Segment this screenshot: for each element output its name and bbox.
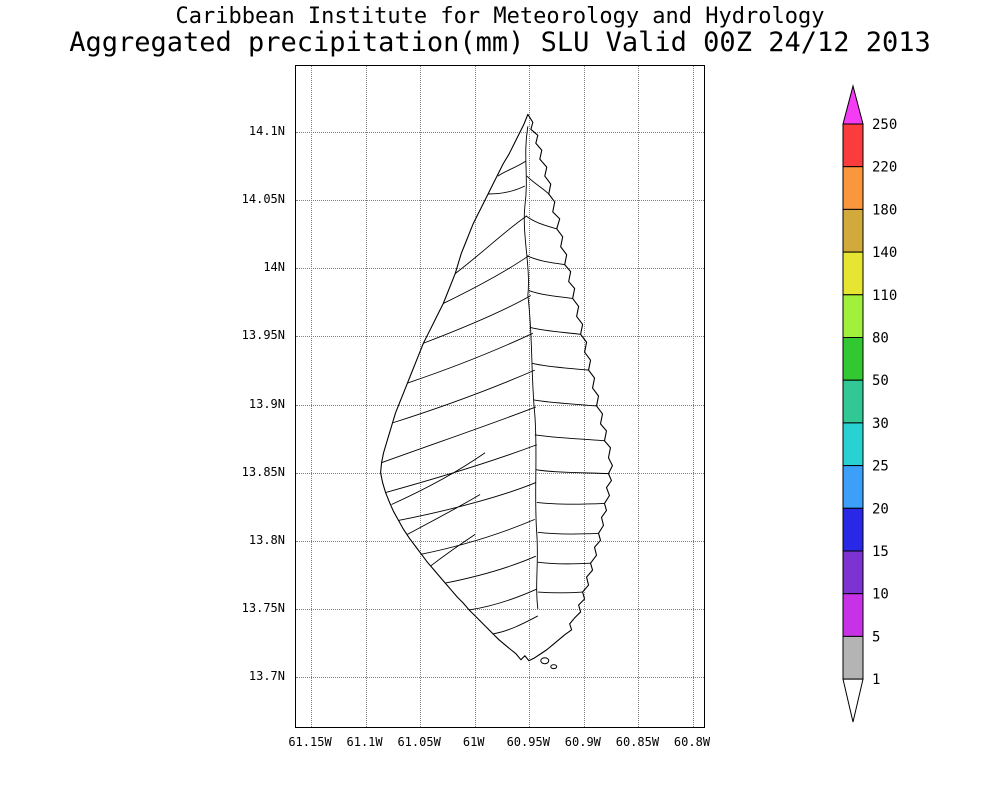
- colorbar-level-label: 110: [872, 288, 897, 304]
- y-tick-label: 13.85N: [241, 464, 285, 479]
- watershed-boundaries-west: [381, 160, 539, 635]
- x-tick-label: 60.95W: [506, 735, 550, 749]
- page-title: Caribbean Institute for Meteorology and …: [175, 4, 825, 29]
- colorbar-segment: [842, 635, 864, 680]
- page-subtitle: Aggregated precipitation(mm) SLU Valid 0…: [69, 27, 931, 58]
- colorbar-level-label: 10: [872, 587, 889, 603]
- colorbar-segment: [842, 465, 864, 509]
- y-tick-label: 13.95N: [241, 328, 285, 343]
- colorbar-segment: [842, 166, 864, 210]
- colorbar-segment: [842, 550, 864, 595]
- colorbar-level-label: 30: [872, 416, 889, 432]
- colorbar-level-label: 25: [872, 459, 889, 475]
- vertical-gridline: [692, 66, 694, 727]
- precipitation-colorbar: 250 220 180 140 110 80 50 30 25 20 15 10 5 1: [842, 84, 897, 723]
- colorbar-level-label: 15: [872, 544, 889, 560]
- y-tick-label: 13.8N: [248, 532, 285, 547]
- grid-lines: [296, 66, 704, 727]
- vertical-gridline: [420, 66, 422, 727]
- horizontal-gridline: [296, 132, 704, 133]
- island-outline: [380, 113, 613, 662]
- colorbar-segment: [842, 422, 864, 467]
- colorbar-level-label: 20: [872, 501, 889, 517]
- colorbar-segment: [842, 123, 864, 168]
- vertical-gridline: [474, 66, 476, 727]
- colorbar-segment: [842, 337, 864, 381]
- horizontal-gridline: [296, 540, 704, 542]
- horizontal-gridline: [296, 472, 704, 474]
- x-tick-label: 60.9W: [564, 735, 601, 749]
- y-tick-label: 14.05N: [241, 192, 285, 207]
- horizontal-gridline: [296, 404, 704, 406]
- x-tick-label: 61.1W: [346, 735, 383, 749]
- colorbar-level-label: 50: [872, 373, 889, 389]
- y-tick-label: 13.75N: [241, 600, 285, 615]
- colorbar-level-label: 1: [872, 672, 880, 688]
- colorbar-level-label: 180: [872, 202, 897, 218]
- x-tick-label: 61.05W: [397, 735, 441, 749]
- vertical-gridline: [529, 66, 531, 727]
- colorbar-level-label: 80: [872, 331, 889, 347]
- horizontal-gridline: [296, 677, 704, 678]
- vertical-gridline: [583, 66, 585, 727]
- vertical-gridline: [638, 66, 640, 727]
- colorbar-bottom-arrow: [842, 678, 864, 723]
- colorbar-segment: [842, 379, 864, 424]
- horizontal-gridline: [296, 608, 704, 610]
- colorbar-level-label: 140: [872, 245, 897, 261]
- latitude-axis: 14.1N 14.05N 14N 13.95N 13.9N 13.85N 13.8N 13.7…: [215, 0, 285, 800]
- colorbar-segment: [842, 251, 864, 296]
- colorbar-level-label: 250: [872, 117, 897, 133]
- horizontal-gridline: [296, 268, 704, 270]
- y-tick-label: 13.9N: [248, 396, 285, 411]
- x-tick-label: 60.85W: [615, 735, 660, 749]
- colorbar-segment: [842, 593, 864, 637]
- x-tick-label: 61W: [462, 735, 485, 749]
- colorbar-segment: [842, 507, 864, 552]
- colorbar-level-label: 220: [872, 160, 897, 176]
- offshore-islets: [540, 657, 558, 670]
- colorbar-top-arrow: [842, 84, 864, 125]
- vertical-gridline: [311, 66, 312, 727]
- vertical-gridline: [365, 66, 367, 727]
- map-plot-area: [295, 65, 705, 728]
- horizontal-gridline: [296, 200, 704, 202]
- watershed-boundaries-east: [525, 175, 609, 594]
- saint-lucia-map: [380, 113, 613, 670]
- longitude-axis: 61.15W 61.1W 61.05W 61W 60.95W 60.9W 60.85W 60.…: [0, 735, 1000, 755]
- colorbar-segment: [842, 208, 864, 253]
- colorbar-level-label: 5: [872, 629, 880, 645]
- y-tick-label: 14.1N: [248, 124, 285, 138]
- horizontal-gridline: [296, 336, 704, 338]
- colorbar-segment: [842, 294, 864, 339]
- y-tick-label: 13.7N: [248, 669, 285, 683]
- x-tick-label: 61.15W: [288, 735, 332, 749]
- x-tick-label: 60.8W: [673, 735, 711, 749]
- y-tick-label: 14N: [263, 260, 285, 275]
- watershed-ridge: [523, 126, 539, 610]
